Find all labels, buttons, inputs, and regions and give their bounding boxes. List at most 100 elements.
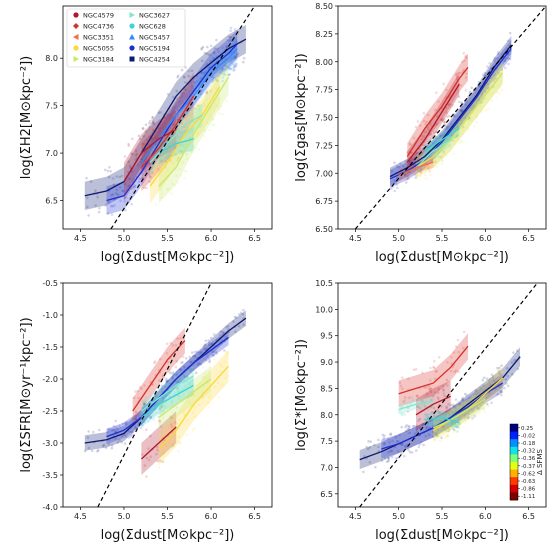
data-point	[408, 425, 411, 429]
data-point	[497, 369, 501, 373]
data-point	[179, 144, 182, 147]
data-point	[414, 176, 417, 179]
data-point	[226, 350, 229, 354]
data-point	[498, 372, 502, 376]
data-point	[409, 143, 412, 147]
data-point	[168, 391, 172, 394]
data-point	[440, 405, 443, 408]
data-point	[125, 435, 128, 439]
data-point	[181, 160, 185, 164]
data-point	[209, 59, 212, 63]
data-point	[161, 126, 165, 129]
data-point	[213, 357, 216, 361]
data-point	[96, 450, 99, 453]
data-point	[426, 392, 429, 396]
data-point	[494, 376, 498, 380]
data-point	[457, 419, 460, 422]
data-point	[176, 76, 179, 79]
data-point	[453, 139, 456, 143]
data-point	[478, 105, 482, 108]
series-line	[424, 128, 460, 152]
data-point	[417, 154, 421, 157]
data-point	[165, 156, 168, 160]
data-point	[229, 67, 232, 71]
y-tick-label: 7.50	[315, 114, 333, 123]
y-tick-label: -4.0	[42, 503, 58, 512]
data-point	[202, 134, 206, 138]
data-point	[164, 393, 168, 397]
data-point	[506, 374, 510, 378]
data-point	[454, 398, 458, 401]
data-point	[142, 403, 146, 406]
data-point	[454, 127, 457, 130]
data-point	[433, 131, 436, 134]
colorbar-segment	[510, 454, 518, 463]
data-point	[182, 75, 186, 78]
data-point	[480, 92, 484, 96]
data-point	[481, 401, 485, 404]
data-point	[213, 47, 217, 50]
data-point	[432, 423, 436, 427]
x-tick-label: 5.5	[161, 234, 174, 243]
data-point	[230, 57, 233, 60]
data-point	[442, 392, 446, 395]
data-point	[398, 381, 402, 385]
data-point	[389, 433, 392, 436]
data-point	[234, 62, 238, 66]
data-point	[447, 103, 451, 107]
data-point	[387, 459, 390, 463]
data-point	[175, 422, 179, 425]
data-point	[394, 457, 398, 460]
data-point	[140, 412, 144, 415]
data-point	[412, 136, 416, 140]
data-point	[400, 442, 403, 446]
data-point	[399, 162, 402, 165]
x-tick-label: 5.5	[161, 512, 174, 521]
data-point	[382, 436, 386, 440]
data-point	[180, 68, 184, 72]
x-tick-label: 6.0	[479, 234, 492, 243]
data-point	[107, 175, 111, 179]
data-point	[508, 57, 512, 61]
data-point	[422, 422, 425, 426]
data-point	[149, 455, 152, 459]
data-point	[171, 416, 175, 419]
data-point	[204, 98, 208, 101]
series-line	[132, 340, 186, 412]
data-point	[409, 159, 412, 163]
data-point	[141, 127, 145, 131]
data-point	[229, 29, 232, 32]
data-point	[158, 357, 162, 361]
data-point	[140, 158, 143, 161]
data-point	[393, 189, 397, 193]
data-point	[172, 109, 176, 113]
data-point	[168, 150, 171, 154]
data-point	[158, 407, 162, 411]
data-point	[89, 180, 93, 183]
data-point	[424, 130, 427, 134]
data-point	[487, 86, 491, 89]
data-point	[450, 356, 453, 359]
data-point	[132, 178, 135, 181]
data-point	[137, 414, 140, 417]
data-point	[210, 342, 213, 346]
data-point	[192, 354, 195, 358]
data-point	[211, 80, 214, 83]
data-point	[394, 181, 398, 184]
data-point	[201, 390, 205, 394]
data-point	[177, 156, 180, 160]
data-point	[145, 138, 149, 142]
data-point	[452, 423, 455, 427]
data-point	[164, 377, 168, 381]
colorbar-segment	[510, 446, 518, 455]
data-point	[415, 424, 419, 428]
data-point	[212, 51, 216, 55]
data-point	[430, 159, 434, 162]
data-point	[413, 424, 416, 428]
data-point	[438, 410, 441, 414]
data-point	[196, 363, 200, 366]
data-point	[433, 156, 437, 159]
data-point	[457, 141, 461, 145]
data-point	[445, 111, 448, 114]
